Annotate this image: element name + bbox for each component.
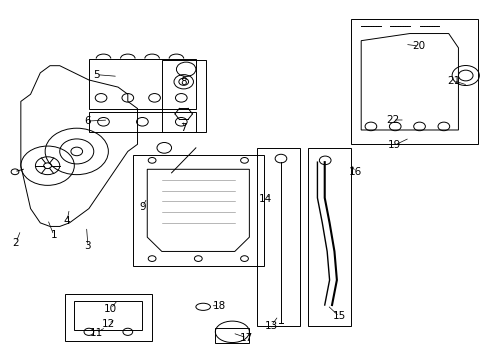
Bar	[64, 294, 152, 341]
Text: 14: 14	[258, 194, 271, 203]
Text: 15: 15	[332, 311, 345, 321]
Text: 20: 20	[411, 41, 424, 51]
Text: 22: 22	[386, 115, 399, 125]
Text: 11: 11	[89, 328, 102, 338]
Bar	[162, 60, 205, 132]
Text: 21: 21	[446, 76, 459, 86]
Bar	[89, 112, 196, 132]
Text: 16: 16	[348, 167, 361, 177]
Text: 3: 3	[84, 241, 91, 251]
Text: 12: 12	[102, 319, 115, 329]
Text: 5: 5	[93, 69, 100, 80]
Text: 19: 19	[387, 140, 400, 150]
Bar	[351, 19, 477, 144]
Bar	[132, 155, 264, 266]
Text: 8: 8	[180, 77, 186, 87]
Text: 6: 6	[84, 116, 91, 126]
Bar	[256, 148, 300, 327]
Text: 7: 7	[180, 123, 186, 133]
Bar	[215, 328, 249, 342]
Bar	[307, 148, 351, 327]
Text: 18: 18	[212, 301, 225, 311]
Text: 13: 13	[264, 321, 277, 331]
Text: 2: 2	[13, 238, 19, 248]
Bar	[89, 59, 196, 109]
Text: 17: 17	[240, 333, 253, 343]
Text: 1: 1	[50, 230, 57, 240]
Text: 4: 4	[63, 216, 70, 226]
Text: 9: 9	[139, 202, 145, 212]
Text: 10: 10	[104, 303, 117, 314]
